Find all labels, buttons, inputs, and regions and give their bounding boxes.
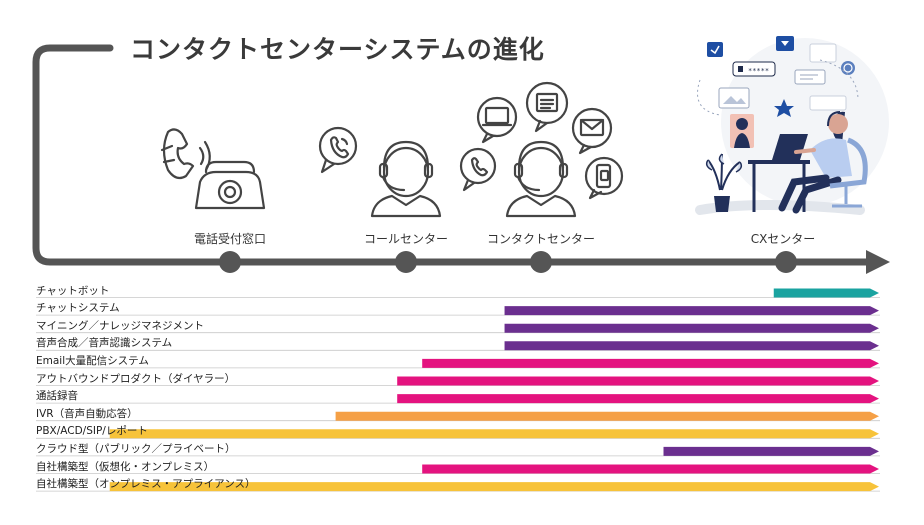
svg-text:*****: ***** [748, 67, 769, 75]
row-bar [773, 288, 879, 298]
rotary-phone-icon [160, 128, 266, 210]
row-label: Email大量配信システム [36, 354, 149, 367]
multichannel-agent-icon [459, 81, 624, 218]
cx-woman-laptop-illustration: ***** [695, 36, 889, 215]
row-bar [335, 411, 880, 421]
row-bar [504, 306, 879, 316]
row-bar [397, 394, 879, 404]
row-label: クラウド型（パブリック／プライベート） [36, 442, 236, 455]
row-label: IVR（音声自動応答） [36, 407, 138, 420]
stage-label-phone-desk: 電話受付窓口 [193, 232, 267, 246]
row-bar [663, 446, 879, 456]
row-label: マイニング／ナレッジマネジメント [36, 319, 204, 332]
row-label: 自社構築型（オンプレミス・アプライアンス） [36, 478, 256, 491]
stage-dot-2 [395, 251, 417, 273]
stage-label-cx-center: CXセンター [750, 232, 816, 246]
row-bar [504, 341, 879, 351]
row-bar [422, 358, 879, 368]
row-bar [504, 323, 879, 333]
row-bar [422, 464, 879, 474]
row-bar [109, 429, 880, 439]
stage-dot-1 [219, 251, 241, 273]
stage-label-call-center: コールセンター [363, 232, 449, 246]
row-label: PBX/ACD/SIP/レポート [36, 425, 148, 438]
row-label: チャットボット [36, 284, 110, 297]
row-label: 通話録音 [36, 390, 78, 403]
row-bar [397, 376, 879, 386]
row-label: チャットシステム [36, 302, 120, 315]
row-label: 自社構築型（仮想化・オンプレミス） [36, 460, 215, 473]
row-label: アウトバウンドプロダクト（ダイヤラー） [36, 372, 236, 385]
timeline-line [32, 44, 872, 266]
call-center-agent-icon [318, 126, 442, 218]
row-label: 音声合成／音声認識システム [36, 337, 173, 350]
timeline-arrowhead [866, 250, 890, 274]
product-rows [36, 288, 880, 492]
row-bar [109, 482, 880, 492]
stage-dot-4 [775, 251, 797, 273]
stage-label-contact-center: コンタクトセンター [486, 232, 596, 246]
page-title: コンタクトセンターシステムの進化 [122, 30, 553, 66]
stage-dot-3 [530, 251, 552, 273]
